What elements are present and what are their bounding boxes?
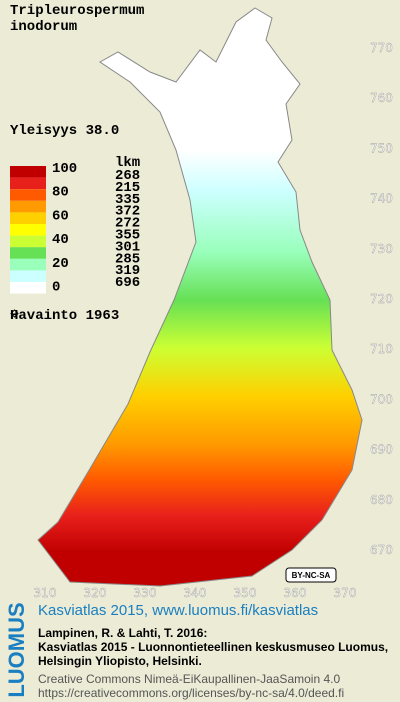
x-tick-label: 350 [234, 586, 257, 600]
legend-count: 215 [115, 180, 140, 196]
legend-count: 319 [115, 263, 140, 279]
legend-count: 335 [115, 192, 140, 208]
license: Creative Commons Nimeä-EiKaupallinen-Jaa… [38, 672, 340, 686]
legend-scale: 80 [52, 185, 69, 201]
legend-scale: 100 [52, 161, 77, 177]
legend-swatch [10, 282, 46, 294]
legend-swatch [10, 200, 46, 213]
y-tick-label: 680 [370, 493, 393, 507]
legend-swatch [10, 235, 46, 248]
legend-swatch [10, 212, 46, 224]
y-tick-label: 750 [370, 141, 393, 155]
x-tick-label: 360 [284, 586, 307, 600]
title-line: Tripleurospermum [10, 3, 144, 19]
x-tick-label: 340 [184, 586, 207, 600]
legend-count: 268 [115, 168, 140, 184]
legend-swatch [10, 258, 46, 271]
legend-swatch [10, 189, 46, 201]
license-badge [285, 567, 337, 583]
legend-count: 301 [115, 239, 140, 255]
legend-swatch [10, 224, 46, 236]
y-tick-label: 730 [370, 242, 393, 256]
frequency: Yleisyys 38.0 [10, 123, 119, 139]
legend-scale: 40 [52, 232, 69, 248]
legend-scale: 20 [52, 256, 69, 272]
x-tick-label: 320 [84, 586, 107, 600]
legend-count: 355 [115, 228, 140, 244]
logo: LUOMUS [4, 602, 29, 697]
observation-symbol [10, 309, 19, 318]
y-tick-label: 700 [370, 392, 393, 406]
title-line: inodorum [10, 19, 77, 35]
citation: Kasviatlas 2015 - Luonnontieteellinen ke… [38, 640, 388, 654]
x-tick-label: 310 [34, 586, 57, 600]
y-tick-label: 740 [370, 192, 393, 206]
headline: Kasviatlas 2015, www.luomus.fi/kasviatla… [38, 602, 318, 619]
legend-swatch [10, 177, 46, 190]
y-tick-label: 710 [370, 342, 393, 356]
legend-scale: 0 [52, 280, 60, 296]
legend-count: 285 [115, 251, 140, 267]
x-tick-label: 330 [134, 586, 157, 600]
observation: Havainto 1963 [10, 308, 119, 324]
legend-count: 272 [115, 216, 140, 232]
count-header: lkm [115, 155, 140, 171]
citation: Lampinen, R. & Lahti, T. 2016: [38, 626, 207, 640]
license: https://creativecommons.org/licenses/by-… [38, 686, 344, 700]
legend-scale: 60 [52, 208, 69, 224]
license-badge-text: BY-NC-SA [292, 571, 331, 580]
y-tick-label: 690 [370, 443, 393, 457]
y-tick-label: 770 [370, 41, 393, 55]
legend-swatch [10, 270, 46, 282]
x-tick-label: 370 [334, 586, 357, 600]
y-tick-label: 760 [370, 91, 393, 105]
legend-swatch [10, 166, 46, 178]
legend-swatch [10, 247, 46, 259]
legend-count: 696 [115, 275, 140, 291]
legend-count: 372 [115, 204, 140, 220]
map-fill [38, 8, 362, 586]
map [37, 7, 363, 587]
citation: Helsingin Yliopisto, Helsinki. [38, 654, 202, 668]
y-tick-label: 670 [370, 543, 393, 557]
y-tick-label: 720 [370, 292, 393, 306]
